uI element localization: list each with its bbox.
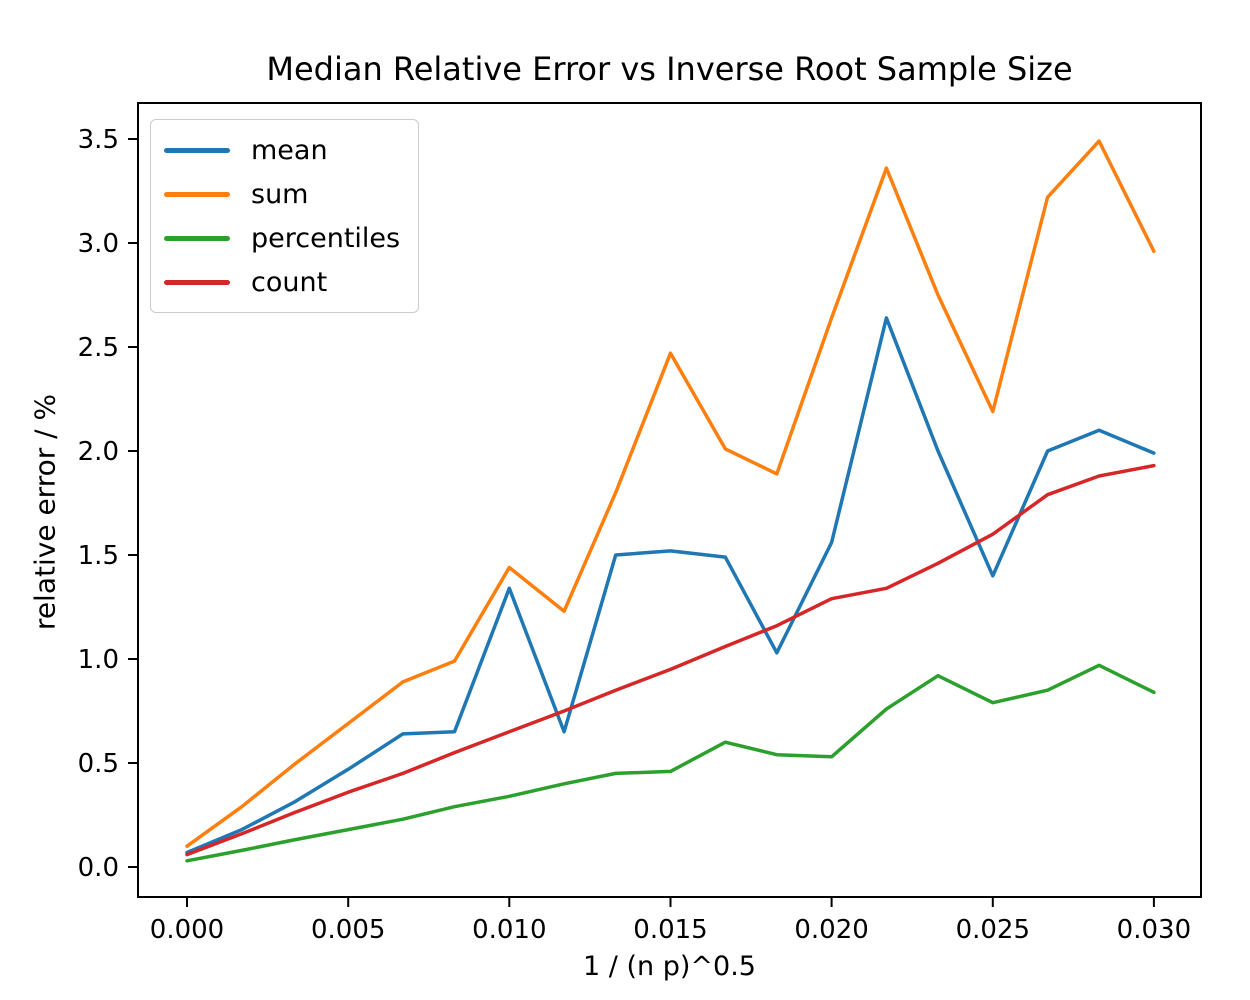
x-tick-label: 0.025 xyxy=(956,915,1030,945)
y-tick-label: 3.0 xyxy=(78,229,119,259)
x-tick-label: 0.020 xyxy=(794,915,868,945)
legend-swatch-sum xyxy=(164,191,230,197)
legend-swatch-mean xyxy=(164,147,230,153)
x-tick-label: 0.010 xyxy=(472,915,546,945)
legend-label: count xyxy=(251,266,328,298)
legend-item-sum: sum xyxy=(164,172,400,216)
series-line-percentiles xyxy=(185,663,1156,863)
legend-item-mean: mean xyxy=(164,128,400,172)
x-tick-label: 0.030 xyxy=(1117,915,1191,945)
legend-label: percentiles xyxy=(251,222,401,254)
x-tick-label: 0.015 xyxy=(633,915,707,945)
x-tick-label: 0.000 xyxy=(150,915,224,945)
y-tick-label: 2.0 xyxy=(78,437,119,467)
legend: mean sum percentiles count xyxy=(150,119,420,313)
y-tick-label: 0.5 xyxy=(78,749,119,779)
legend-label: sum xyxy=(251,178,309,210)
x-tick-label: 0.005 xyxy=(311,915,385,945)
y-axis-label: relative error / % xyxy=(28,393,62,631)
legend-item-percentiles: percentiles xyxy=(164,216,400,260)
y-tick-label: 3.5 xyxy=(78,125,119,155)
series-line-sum xyxy=(185,139,1156,848)
y-tick-label: 2.5 xyxy=(78,333,119,363)
y-tick-label: 1.5 xyxy=(78,541,119,571)
legend-swatch-percentiles xyxy=(164,235,230,241)
series-line-count xyxy=(185,463,1156,857)
legend-label: mean xyxy=(251,134,328,166)
x-axis-label: 1 / (n p)^0.5 xyxy=(583,951,756,982)
legend-item-count: count xyxy=(164,260,400,304)
y-tick-label: 0.0 xyxy=(78,853,119,883)
legend-swatch-count xyxy=(164,279,230,285)
chart-title: Median Relative Error vs Inverse Root Sa… xyxy=(266,50,1073,88)
series-line-mean xyxy=(185,316,1156,855)
y-tick-label: 1.0 xyxy=(78,645,119,675)
